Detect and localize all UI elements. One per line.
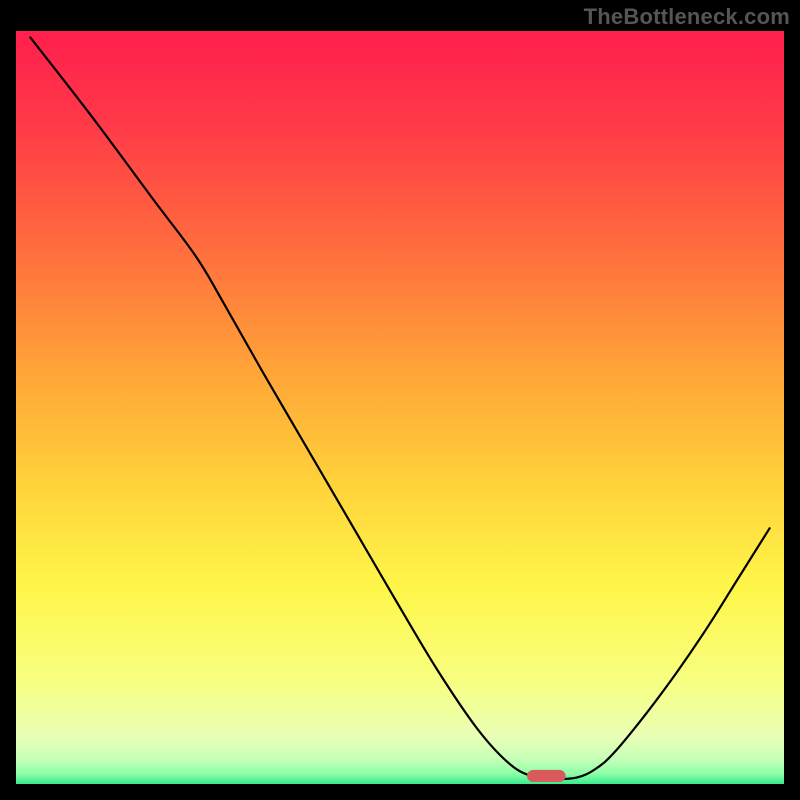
watermark-text: TheBottleneck.com — [584, 4, 790, 30]
chart-svg — [0, 0, 800, 800]
plot-area — [15, 30, 785, 785]
optimal-marker-pill — [527, 770, 566, 782]
bottleneck-chart: TheBottleneck.com — [0, 0, 800, 800]
